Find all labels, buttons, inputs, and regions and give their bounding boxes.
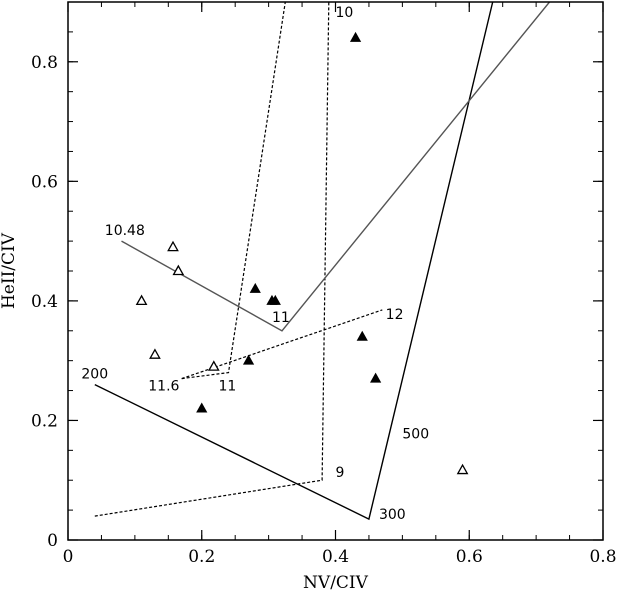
x-tick-label: 0: [63, 547, 74, 567]
x-tick-label: 0.4: [322, 547, 349, 567]
curve-annotation: 9: [336, 465, 345, 481]
model-curve-3: [181, 2, 286, 380]
filled-triangle-point: [269, 294, 281, 305]
plot-frame: [67, 1, 604, 541]
curve-annotation: 300: [379, 507, 406, 523]
model-curve-5: [121, 2, 551, 332]
model-curves: [94, 2, 551, 521]
filled-triangle-point: [356, 330, 368, 341]
curve-annotation: 11: [218, 379, 236, 395]
curve-annotation: 10.48: [105, 223, 145, 239]
curve-annotation: 12: [386, 307, 404, 323]
curve-annotation: 11: [272, 310, 290, 326]
curve-annotations: 10 10.48 11 12 200 11.6 11 500 9 300: [81, 5, 429, 523]
curve-annotation: 11.6: [148, 379, 179, 395]
open-triangle-point: [456, 463, 469, 475]
y-tick-label: 0.4: [31, 292, 58, 312]
filled-triangle-point: [370, 372, 382, 383]
x-tick-label: 0.2: [188, 547, 215, 567]
axis-ticks: [67, 1, 604, 541]
model-curve-2: [94, 2, 330, 517]
curve-annotation: 500: [402, 426, 429, 442]
filled-triangle-point: [242, 354, 255, 365]
curve-annotation: 10: [336, 5, 354, 21]
filled-triangle-point: [249, 282, 261, 293]
x-tick-label: 0.8: [589, 547, 616, 567]
x-axis-title: NV/CIV: [303, 573, 369, 593]
filled-triangle-point: [196, 402, 208, 413]
y-axis-title: HeII/CIV: [0, 232, 19, 309]
y-tick-label: 0.8: [31, 53, 58, 73]
open-triangle-point: [135, 294, 148, 306]
open-triangle-point: [172, 264, 185, 276]
y-tick-label: 0.2: [31, 411, 58, 431]
x-tick-label: 0.6: [456, 547, 483, 567]
curve-annotation: 200: [81, 367, 108, 383]
open-triangle-point: [167, 240, 179, 252]
model-curve-1: [94, 2, 494, 521]
filled-triangle-point: [349, 31, 362, 42]
y-tick-label: 0: [47, 531, 58, 551]
axis-tick-labels: 0 0.2 0.4 0.6 0.8 0 0.2 0.4 0.6 0.8: [31, 53, 617, 567]
open-triangle-point: [207, 360, 220, 371]
open-triangle-point: [149, 348, 161, 359]
y-tick-label: 0.6: [31, 172, 58, 192]
data-markers: [135, 31, 469, 475]
